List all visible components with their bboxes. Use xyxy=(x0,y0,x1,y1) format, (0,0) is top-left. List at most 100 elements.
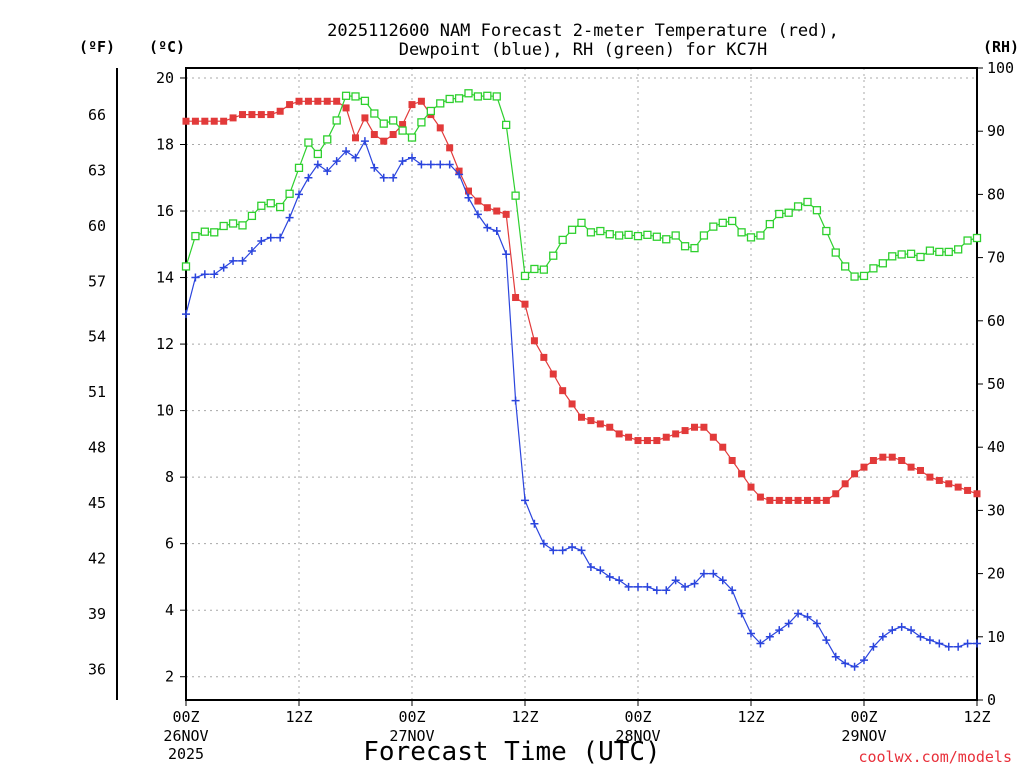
2-meter-temperature-point xyxy=(653,437,661,445)
rh-point xyxy=(671,231,680,240)
celsius-tick-label: 2 xyxy=(165,668,174,686)
dewpoint-point xyxy=(342,147,351,156)
dewpoint-point xyxy=(398,157,407,166)
dewpoint-point xyxy=(483,223,492,232)
dewpoint-point xyxy=(238,256,247,265)
dewpoint-point xyxy=(756,639,765,648)
2-meter-temperature-point xyxy=(549,370,557,378)
2-meter-temperature-point xyxy=(380,137,388,145)
rh-point xyxy=(285,189,294,198)
rh-tick-label: 50 xyxy=(987,375,1005,393)
dewpoint-point xyxy=(577,546,586,555)
celsius-tick-label: 12 xyxy=(156,335,174,353)
rh-point xyxy=(615,231,624,240)
dewpoint-point xyxy=(229,256,238,265)
dewpoint-point xyxy=(219,263,228,272)
dewpoint-point xyxy=(775,626,784,635)
2-meter-temperature-point xyxy=(248,111,256,119)
2-meter-temperature-point xyxy=(709,433,717,441)
rh-tick-label: 20 xyxy=(987,565,1005,583)
chart-title-line2: Dewpoint (blue), RH (green) for KC7H xyxy=(399,40,767,60)
dewpoint-point xyxy=(511,396,520,405)
fahrenheit-tick-label: 45 xyxy=(88,494,106,512)
dewpoint-point xyxy=(370,163,379,172)
2-meter-temperature-point xyxy=(267,111,275,119)
2-meter-temperature-point xyxy=(201,117,209,125)
rh-point xyxy=(963,236,972,245)
rh-point xyxy=(812,206,822,215)
2-meter-temperature-point xyxy=(323,97,331,105)
x-axis-label: Forecast Time (UTC) xyxy=(363,737,660,767)
rh-point xyxy=(294,163,304,173)
dewpoint-point xyxy=(285,213,294,222)
2-meter-temperature-point xyxy=(766,496,774,504)
2-meter-temperature-point xyxy=(898,457,906,465)
dewpoint-point xyxy=(662,586,671,595)
fahrenheit-tick-label: 57 xyxy=(88,272,106,290)
rh-point xyxy=(878,259,887,268)
rh-point xyxy=(793,202,803,211)
rh-point xyxy=(464,89,473,98)
2-meter-temperature-point xyxy=(794,496,802,504)
dewpoint-point xyxy=(709,569,718,578)
rh-tick-label: 30 xyxy=(987,501,1005,519)
rh-point xyxy=(191,231,200,241)
2-meter-temperature-point xyxy=(465,187,472,195)
fahrenheit-tick-label: 54 xyxy=(88,328,106,346)
dewpoint-point xyxy=(473,210,482,219)
x-tick-label: 00Z xyxy=(850,708,877,726)
dewpoint-point xyxy=(200,270,209,279)
2-meter-temperature-point xyxy=(333,97,341,105)
rh-point xyxy=(765,219,774,229)
rh-point xyxy=(304,138,313,147)
2-meter-temperature-point xyxy=(191,117,199,125)
x-tick-label: 12Z xyxy=(737,708,764,726)
rh-point xyxy=(850,272,859,281)
credit-link[interactable]: coolwx.com/models xyxy=(858,748,1012,766)
dewpoint-point xyxy=(925,636,934,645)
2-meter-temperature-point xyxy=(182,117,190,125)
dewpoint-point xyxy=(360,137,369,146)
2-meter-temperature-point xyxy=(634,437,642,445)
2-meter-temperature-point xyxy=(860,463,868,471)
dewpoint-point xyxy=(323,167,332,176)
dewpoint-point xyxy=(765,632,774,641)
dewpoint-point xyxy=(417,160,426,169)
dewpoint-point xyxy=(351,153,360,162)
2-meter-temperature-point xyxy=(964,486,972,494)
rh-point xyxy=(944,247,953,257)
2-meter-temperature-point xyxy=(851,470,859,478)
plot-frame xyxy=(185,67,978,701)
rh-point xyxy=(276,202,285,212)
rh-point xyxy=(238,221,247,230)
fahrenheit-tick-label: 51 xyxy=(88,383,106,401)
dewpoint-point xyxy=(869,642,878,651)
2-meter-temperature-point xyxy=(399,121,407,129)
2-meter-temperature-point xyxy=(483,204,491,212)
2-meter-temperature-point xyxy=(606,423,614,431)
dewpoint-point xyxy=(426,160,435,169)
rh-point xyxy=(323,135,332,144)
dewpoint-point xyxy=(558,546,567,555)
dewpoint-point xyxy=(841,659,850,668)
series-layer xyxy=(181,89,982,671)
dewpoint-point xyxy=(671,576,680,585)
rh-tick-label: 80 xyxy=(987,185,1005,203)
rh-point xyxy=(257,201,266,210)
x-tick-date-label: 27NOV xyxy=(389,727,434,745)
2-meter-temperature-point xyxy=(841,480,849,488)
rh-tick-label: 90 xyxy=(987,122,1005,140)
dewpoint-point xyxy=(304,173,313,182)
dewpoint-point xyxy=(605,572,614,581)
dewpoint-point xyxy=(492,226,501,235)
2-meter-temperature-point xyxy=(785,496,793,504)
fahrenheit-tick-label: 63 xyxy=(88,161,106,179)
rh-point xyxy=(869,264,878,273)
2-meter-temperature-point xyxy=(304,97,312,105)
rh-point xyxy=(266,199,275,208)
rh-point xyxy=(567,225,577,234)
2-meter-temperature-point xyxy=(615,430,623,438)
rh-point xyxy=(633,231,643,241)
dewpoint-point xyxy=(445,160,454,169)
2-meter-temperature-point xyxy=(804,496,811,504)
